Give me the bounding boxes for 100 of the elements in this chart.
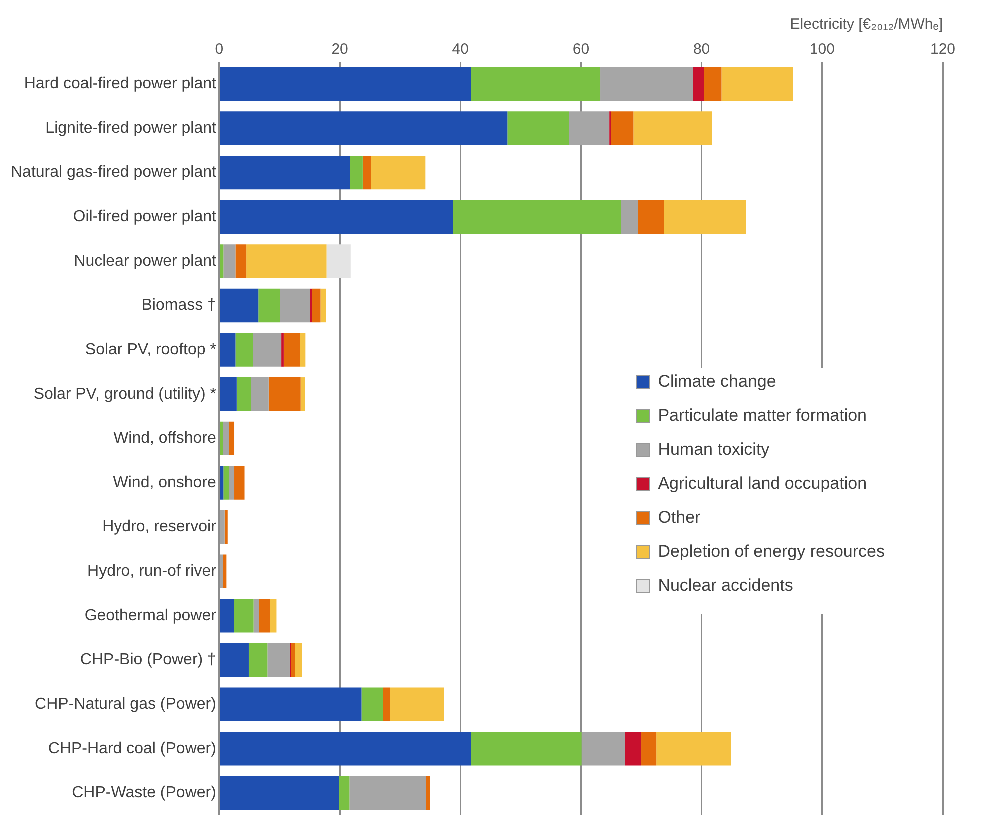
y-tick-label: Biomass † xyxy=(142,297,216,314)
bar xyxy=(234,599,254,633)
legend-label: Nuclear accidents xyxy=(658,576,794,596)
bar xyxy=(259,599,270,633)
legend-label: Particulate matter formation xyxy=(658,406,868,426)
bar xyxy=(258,288,280,323)
bar xyxy=(638,200,664,234)
bar xyxy=(508,112,570,146)
y-tick-label: Wind, onshore xyxy=(113,474,217,492)
bar xyxy=(236,333,254,367)
bar xyxy=(371,156,426,190)
bar xyxy=(600,67,694,101)
bar xyxy=(220,732,472,766)
x-tick-label: 20 xyxy=(332,41,348,58)
bar xyxy=(471,67,601,101)
bar xyxy=(693,67,704,101)
bar xyxy=(220,333,236,367)
x-axis-title: Electricity [€₂₀₁₂/MWhₑ] xyxy=(790,16,943,34)
bar xyxy=(268,643,290,678)
bar xyxy=(220,643,249,678)
legend-label: Other xyxy=(658,508,701,528)
bar xyxy=(611,112,634,146)
y-tick-label: Nuclear power plant xyxy=(74,252,217,270)
x-tick-label: 60 xyxy=(572,41,590,58)
y-tick-label: CHP-Waste (Power) xyxy=(72,784,216,802)
y-tick-label: CHP-Bio (Power) † xyxy=(80,652,216,669)
bar xyxy=(270,599,277,633)
y-tick-label: Solar PV, ground (utility) * xyxy=(34,386,216,403)
bar xyxy=(295,643,302,678)
bar xyxy=(722,67,794,101)
bar xyxy=(300,333,306,367)
y-tick-label: Geothermal power xyxy=(84,607,218,624)
bar xyxy=(220,156,350,190)
bar xyxy=(350,776,426,810)
bar xyxy=(229,466,235,500)
bar xyxy=(300,378,306,412)
bar xyxy=(224,510,228,544)
legend-label: Depletion of energy resources xyxy=(658,542,885,562)
bar xyxy=(223,422,230,456)
bar xyxy=(312,288,321,323)
bar xyxy=(656,732,732,766)
bar xyxy=(471,732,582,766)
bar xyxy=(326,244,351,278)
bar xyxy=(220,112,508,146)
bar xyxy=(268,378,301,412)
bar xyxy=(569,112,610,146)
y-tick-label: Hard coal-fired power plant xyxy=(24,76,217,93)
bar xyxy=(253,333,282,367)
legend-label: Agricultural land occupation xyxy=(658,474,868,494)
x-tick-label: 40 xyxy=(452,41,469,58)
bar xyxy=(339,776,350,810)
bar xyxy=(220,466,224,500)
bar xyxy=(223,554,227,588)
y-tick-label: Oil-fired power plant xyxy=(73,208,217,226)
bar xyxy=(350,156,363,190)
bar xyxy=(280,288,310,323)
x-tick-label: 100 xyxy=(810,41,835,58)
bar xyxy=(229,422,235,456)
legend-label: Climate change xyxy=(658,372,776,392)
y-tick-label: Hydro, reservoir xyxy=(102,518,218,536)
bar xyxy=(390,688,444,722)
bar xyxy=(625,732,642,766)
bar xyxy=(220,378,237,412)
bar xyxy=(224,244,236,278)
bar xyxy=(248,643,268,678)
x-tick-label: 120 xyxy=(930,41,956,58)
bar xyxy=(220,200,454,234)
bar xyxy=(362,156,372,190)
bar xyxy=(291,643,296,678)
x-tick-label: 80 xyxy=(693,41,710,58)
bar xyxy=(220,244,224,278)
y-tick-label: Lignite-fired power plant xyxy=(46,120,217,137)
x-tick-label: 0 xyxy=(215,41,224,58)
bar xyxy=(220,67,472,101)
y-tick-label: Wind, offshore xyxy=(114,430,217,448)
bar xyxy=(220,554,224,588)
bar xyxy=(224,466,230,500)
bar xyxy=(220,422,224,456)
bar xyxy=(634,112,712,146)
bar xyxy=(246,244,327,278)
y-tick-label: Solar PV, rooftop * xyxy=(85,341,216,358)
y-tick-label: Natural gas-fired power plant xyxy=(11,164,217,182)
bar xyxy=(254,599,260,633)
bar xyxy=(220,510,225,544)
bar xyxy=(284,333,300,367)
bar xyxy=(236,378,252,412)
bar xyxy=(642,732,657,766)
bar xyxy=(362,688,384,722)
bar xyxy=(220,776,340,810)
bar xyxy=(234,466,245,500)
bar xyxy=(220,688,362,722)
bar xyxy=(453,200,622,234)
y-tick-label: Hydro, run-of river xyxy=(88,563,218,580)
bar xyxy=(704,67,722,101)
bar xyxy=(621,200,638,234)
legend-label: Human toxicity xyxy=(658,440,770,460)
bar xyxy=(220,599,235,633)
bar xyxy=(236,244,247,278)
bar xyxy=(320,288,326,323)
bar xyxy=(426,776,430,810)
